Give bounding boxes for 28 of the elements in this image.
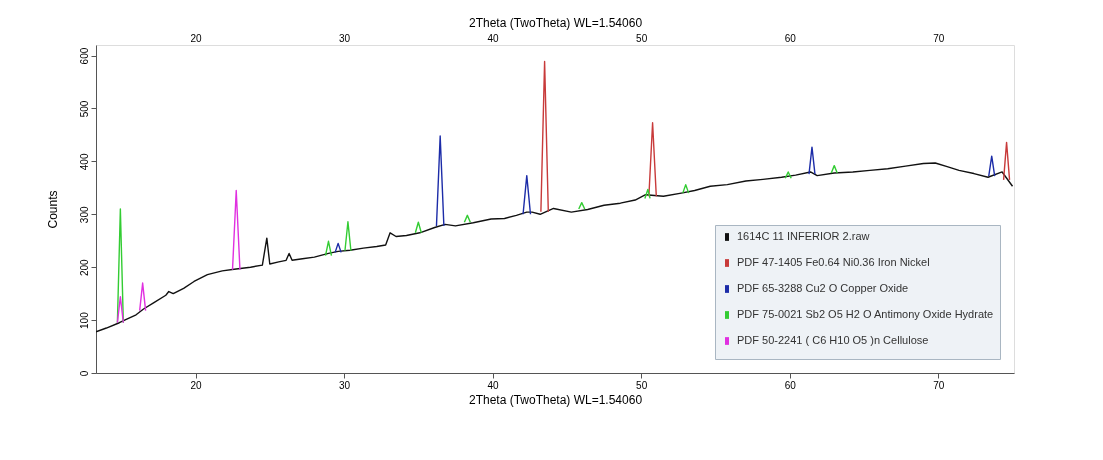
x-tick-label: 20 <box>190 32 203 44</box>
legend-label: 1614C 11 INFERIOR 2.raw <box>737 230 870 242</box>
x2-tick-label: 40 <box>487 379 500 391</box>
line-series <box>96 162 1014 333</box>
x-tick-label: 70 <box>933 32 945 44</box>
y-tick-label: 400 <box>78 153 90 171</box>
y-tick-label: 500 <box>78 100 90 118</box>
y-tick-label: 100 <box>78 311 90 329</box>
x2-tick-label: 60 <box>784 379 797 391</box>
x-tick-label: 40 <box>487 32 500 44</box>
x2-tick-label: 30 <box>339 379 351 391</box>
legend-label: PDF 65-3288 Cu2 O Copper Oxide <box>737 282 909 294</box>
legend-label: PDF 75-0021 Sb2 O5 H2 O Antimony Oxide Hydrate <box>737 308 994 320</box>
x2-tick-label: 70 <box>933 379 945 391</box>
x-axis-title: 2Theta (TwoTheta) WL=1.54060 <box>468 392 643 407</box>
x-tick-label: 50 <box>636 32 648 44</box>
x-tick-label: 30 <box>339 32 351 44</box>
legend-label: PDF 50-2241 ( C6 H10 O5 )n Cellulose <box>737 334 929 346</box>
y-tick-label: 300 <box>78 206 90 224</box>
y-axis-title: Counts <box>45 190 60 229</box>
x-tick-label: 60 <box>784 32 797 44</box>
y-tick-label: 0 <box>78 370 90 377</box>
y-tick-label: 600 <box>78 47 90 65</box>
x2-tick-label: 50 <box>636 379 648 391</box>
legend-label: PDF 47-1405 Fe0.64 Ni0.36 Iron Nickel <box>737 256 930 268</box>
x2-axis-title: 2Theta (TwoTheta) WL=1.54060 <box>468 15 643 30</box>
y-tick-label: 200 <box>78 258 90 277</box>
x2-tick-label: 20 <box>190 379 203 391</box>
